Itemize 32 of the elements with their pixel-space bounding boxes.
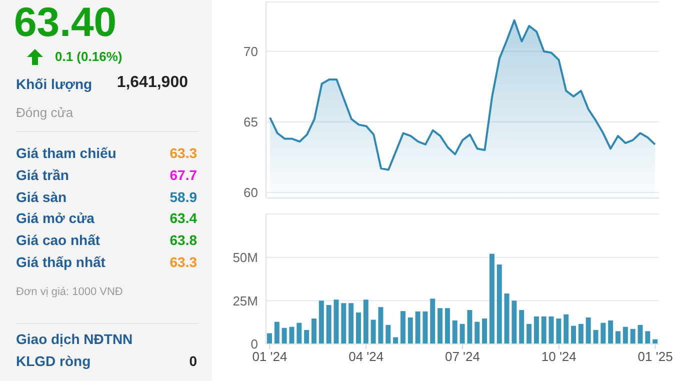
text: 1,641,900 (116, 74, 188, 92)
text: Giá mở cửa (16, 210, 94, 226)
x-tick-label: 01 '24 (252, 349, 288, 364)
y-tick-label: 25M (232, 293, 258, 308)
text: 0.1 (0.16%) (55, 49, 122, 64)
text: Khối lượng (16, 76, 92, 92)
text: 63.40 (14, 0, 117, 45)
text: Giá thấp nhất (16, 254, 106, 270)
text: Giá sàn (16, 188, 67, 205)
text: 63.4 (170, 210, 197, 226)
text: Giá tham chiếu (16, 145, 116, 161)
x-tick-label: 07 '24 (444, 349, 480, 364)
text: Giao dịch NĐTNN (16, 331, 133, 347)
y-tick-label: 0 (250, 336, 258, 352)
text: 63.3 (170, 145, 197, 161)
text: Giá cao nhất (16, 232, 100, 248)
y-tick-label: 60 (244, 184, 258, 200)
text: 63.3 (170, 254, 197, 270)
text: Giá trần (16, 166, 69, 183)
text: 58.9 (170, 188, 197, 205)
x-tick-label: 10 '24 (541, 349, 576, 364)
y-tick-label: 70 (244, 44, 258, 59)
x-tick-label: 01 '25 (638, 349, 673, 364)
x-tick-label: 04 '24 (348, 349, 384, 364)
text: Đóng cửa (16, 105, 74, 120)
text: 67.7 (170, 166, 197, 183)
text: KLGD ròng (16, 353, 91, 369)
text: 0 (189, 353, 197, 369)
y-tick-label: 65 (244, 114, 258, 130)
text: 63.8 (170, 232, 197, 248)
y-tick-label: 50M (232, 250, 258, 265)
text: Đơn vị giá: 1000 VNĐ (16, 286, 123, 298)
